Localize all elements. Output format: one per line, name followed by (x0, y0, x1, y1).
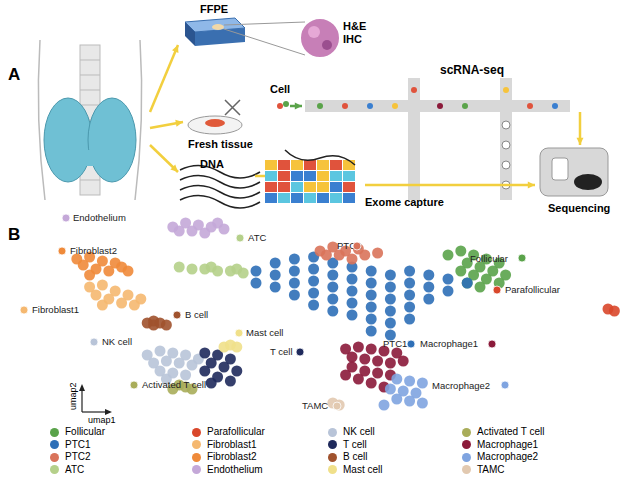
html-text:B cell: B cell (343, 451, 368, 462)
svg-text:IHC: IHC (343, 33, 362, 45)
html-text:Parafollicular: Parafollicular (207, 426, 265, 437)
svg-text:B: B (8, 225, 20, 244)
html-text:ATC: ATC (65, 463, 85, 475)
svg-text:FFPE: FFPE (200, 3, 228, 15)
svg-text:H&E: H&E (343, 20, 366, 32)
svg-text:Follicular: Follicular (470, 253, 508, 264)
html-text:PTC1: PTC1 (65, 438, 91, 450)
svg-text:Activated T cell: Activated T cell (142, 379, 206, 390)
svg-text:DNA: DNA (200, 158, 224, 170)
svg-text:Mast cell: Mast cell (246, 327, 283, 338)
svg-text:T cell: T cell (270, 346, 293, 357)
svg-text:Parafollicular: Parafollicular (505, 284, 560, 295)
html-text:NK cell: NK cell (343, 426, 375, 437)
svg-text:scRNA-seq: scRNA-seq (440, 63, 504, 77)
html-text:TAMC: TAMC (477, 463, 505, 475)
svg-text:Exome capture: Exome capture (365, 196, 444, 208)
svg-text:Macrophage2: Macrophage2 (432, 380, 490, 391)
svg-text:NK cell: NK cell (102, 336, 132, 347)
svg-text:ATC: ATC (248, 232, 266, 243)
svg-text:Macrophage1: Macrophage1 (420, 338, 478, 349)
html-text:Follicular: Follicular (65, 426, 105, 437)
svg-text:umap2: umap2 (68, 382, 78, 410)
html-text:Fibroblast2: Fibroblast2 (207, 451, 257, 462)
html-text:Endothelium: Endothelium (207, 463, 263, 475)
html-text:Macrophage2: Macrophage2 (477, 451, 539, 462)
svg-text:PTC2: PTC2 (337, 240, 361, 251)
svg-text:Cell: Cell (270, 83, 290, 95)
html-text:PTC2: PTC2 (65, 451, 91, 462)
html-text:T cell: T cell (343, 438, 367, 450)
svg-text:umap1: umap1 (88, 415, 116, 425)
html-text:Macrophage1: Macrophage1 (477, 438, 539, 450)
html-text:Activated T cell: Activated T cell (477, 426, 545, 437)
svg-text:Sequencing: Sequencing (548, 202, 610, 214)
svg-text:TAMC: TAMC (302, 400, 328, 411)
svg-text:Fresh tissue: Fresh tissue (188, 138, 253, 150)
svg-text:Fibroblast2: Fibroblast2 (70, 245, 117, 256)
html-text:Mast cell: Mast cell (343, 463, 383, 475)
svg-text:Endothelium: Endothelium (73, 212, 126, 223)
svg-text:A: A (8, 65, 20, 84)
svg-text:PTC1: PTC1 (383, 338, 407, 349)
svg-text:Fibroblast1: Fibroblast1 (32, 304, 79, 315)
html-text:Fibroblast1: Fibroblast1 (207, 438, 257, 450)
svg-text:B cell: B cell (185, 309, 208, 320)
